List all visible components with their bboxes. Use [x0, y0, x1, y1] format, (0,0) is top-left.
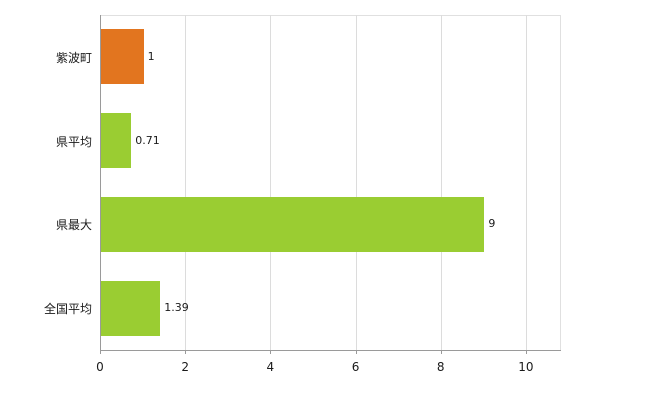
x-tick-mark	[100, 350, 101, 354]
x-tick-mark	[185, 350, 187, 354]
x-tick-label: 10	[518, 360, 534, 374]
x-tick-mark	[525, 350, 527, 354]
x-axis-line	[100, 350, 561, 351]
gridline	[440, 15, 442, 350]
plot-border-top	[100, 15, 560, 16]
category-label: 全国平均	[43, 302, 92, 317]
x-tick-label: 2	[181, 360, 189, 374]
plot-border-right	[560, 15, 561, 350]
value-label: 0.71	[135, 133, 160, 147]
category-label: 県最大	[55, 218, 92, 233]
x-tick-label: 8	[436, 360, 445, 374]
x-tick-mark	[355, 350, 357, 354]
gridline	[355, 15, 357, 350]
x-tick-label: 4	[266, 360, 275, 374]
x-tick-mark	[440, 350, 442, 354]
gridline	[525, 15, 527, 350]
x-tick-label: 6	[351, 360, 360, 374]
category-label: 県平均	[55, 134, 92, 149]
bar	[101, 113, 132, 169]
bar	[101, 196, 485, 252]
value-label: 1.39	[164, 301, 189, 315]
gridline	[270, 15, 272, 350]
bar	[101, 29, 144, 85]
gridline	[185, 15, 187, 350]
value-label: 1	[147, 49, 155, 63]
category-label: 紫波町	[55, 50, 92, 65]
x-tick-mark	[270, 350, 272, 354]
y-axis-line	[100, 15, 101, 350]
x-tick-label: 0	[96, 360, 104, 374]
value-label: 9	[488, 217, 496, 231]
bar	[101, 280, 161, 336]
